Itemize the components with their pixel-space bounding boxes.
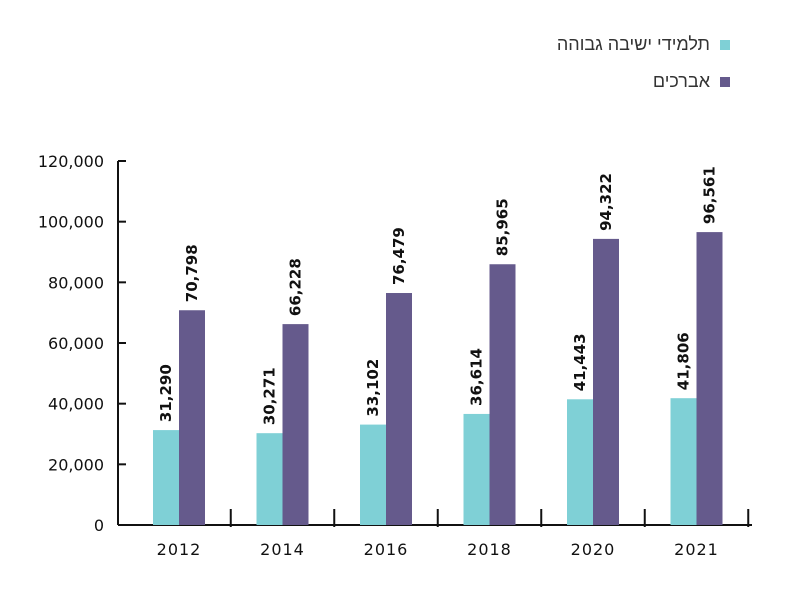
x-tick-label: 2014 [260,540,305,559]
bar [386,293,412,525]
legend-item-avrechim: אברכים [653,71,730,92]
legend-label-yeshiva-students: תלמידי ישיבה גבוהה [556,34,710,54]
x-tick-label: 2012 [157,540,202,559]
bar-value-label: 94,322 [597,173,615,231]
bar [567,399,593,525]
bar-value-label: 36,614 [468,348,486,406]
bar [463,413,490,525]
bar-value-label: 41,806 [675,332,693,390]
legend-swatch-avrechim [720,76,730,87]
y-tick-label: 40,000 [48,395,104,414]
bar-value-label: 31,290 [157,364,175,422]
bar-value-label: 30,271 [261,367,279,425]
bar [696,232,723,525]
bar-value-label: 85,965 [494,198,512,256]
bar-value-label: 70,798 [183,244,201,302]
legend-item-yeshiva-students: תלמידי ישיבה גבוהה [557,34,730,55]
x-tick-label: 2016 [364,540,409,559]
legend: תלמידי ישיבה גבוהה אברכים [557,34,730,92]
x-tick-label: 2020 [571,540,616,559]
bar-value-label: 76,479 [390,227,408,285]
bar [670,398,697,525]
bar-value-label: 41,443 [571,333,589,391]
bar [153,430,179,525]
bar [489,264,516,525]
bar [282,324,309,525]
y-tick-label: 120,000 [38,152,104,171]
bar [179,310,205,525]
legend-label-avrechim: אברכים [652,71,710,91]
bar [360,424,386,525]
y-tick-label: 60,000 [48,334,104,353]
x-tick-label: 2021 [674,540,719,559]
y-tick-label: 80,000 [48,273,104,292]
bar [256,433,283,525]
legend-swatch-yeshiva-students [720,39,730,50]
bar-value-label: 66,228 [287,258,305,316]
y-tick-label: 20,000 [48,455,104,474]
x-tick-label: 2018 [467,540,512,559]
y-tick-label: 0 [94,516,104,535]
y-tick-label: 100,000 [38,213,104,232]
bar-value-label: 33,102 [364,359,382,417]
bar-value-label: 96,561 [701,166,719,224]
bar [593,238,619,525]
